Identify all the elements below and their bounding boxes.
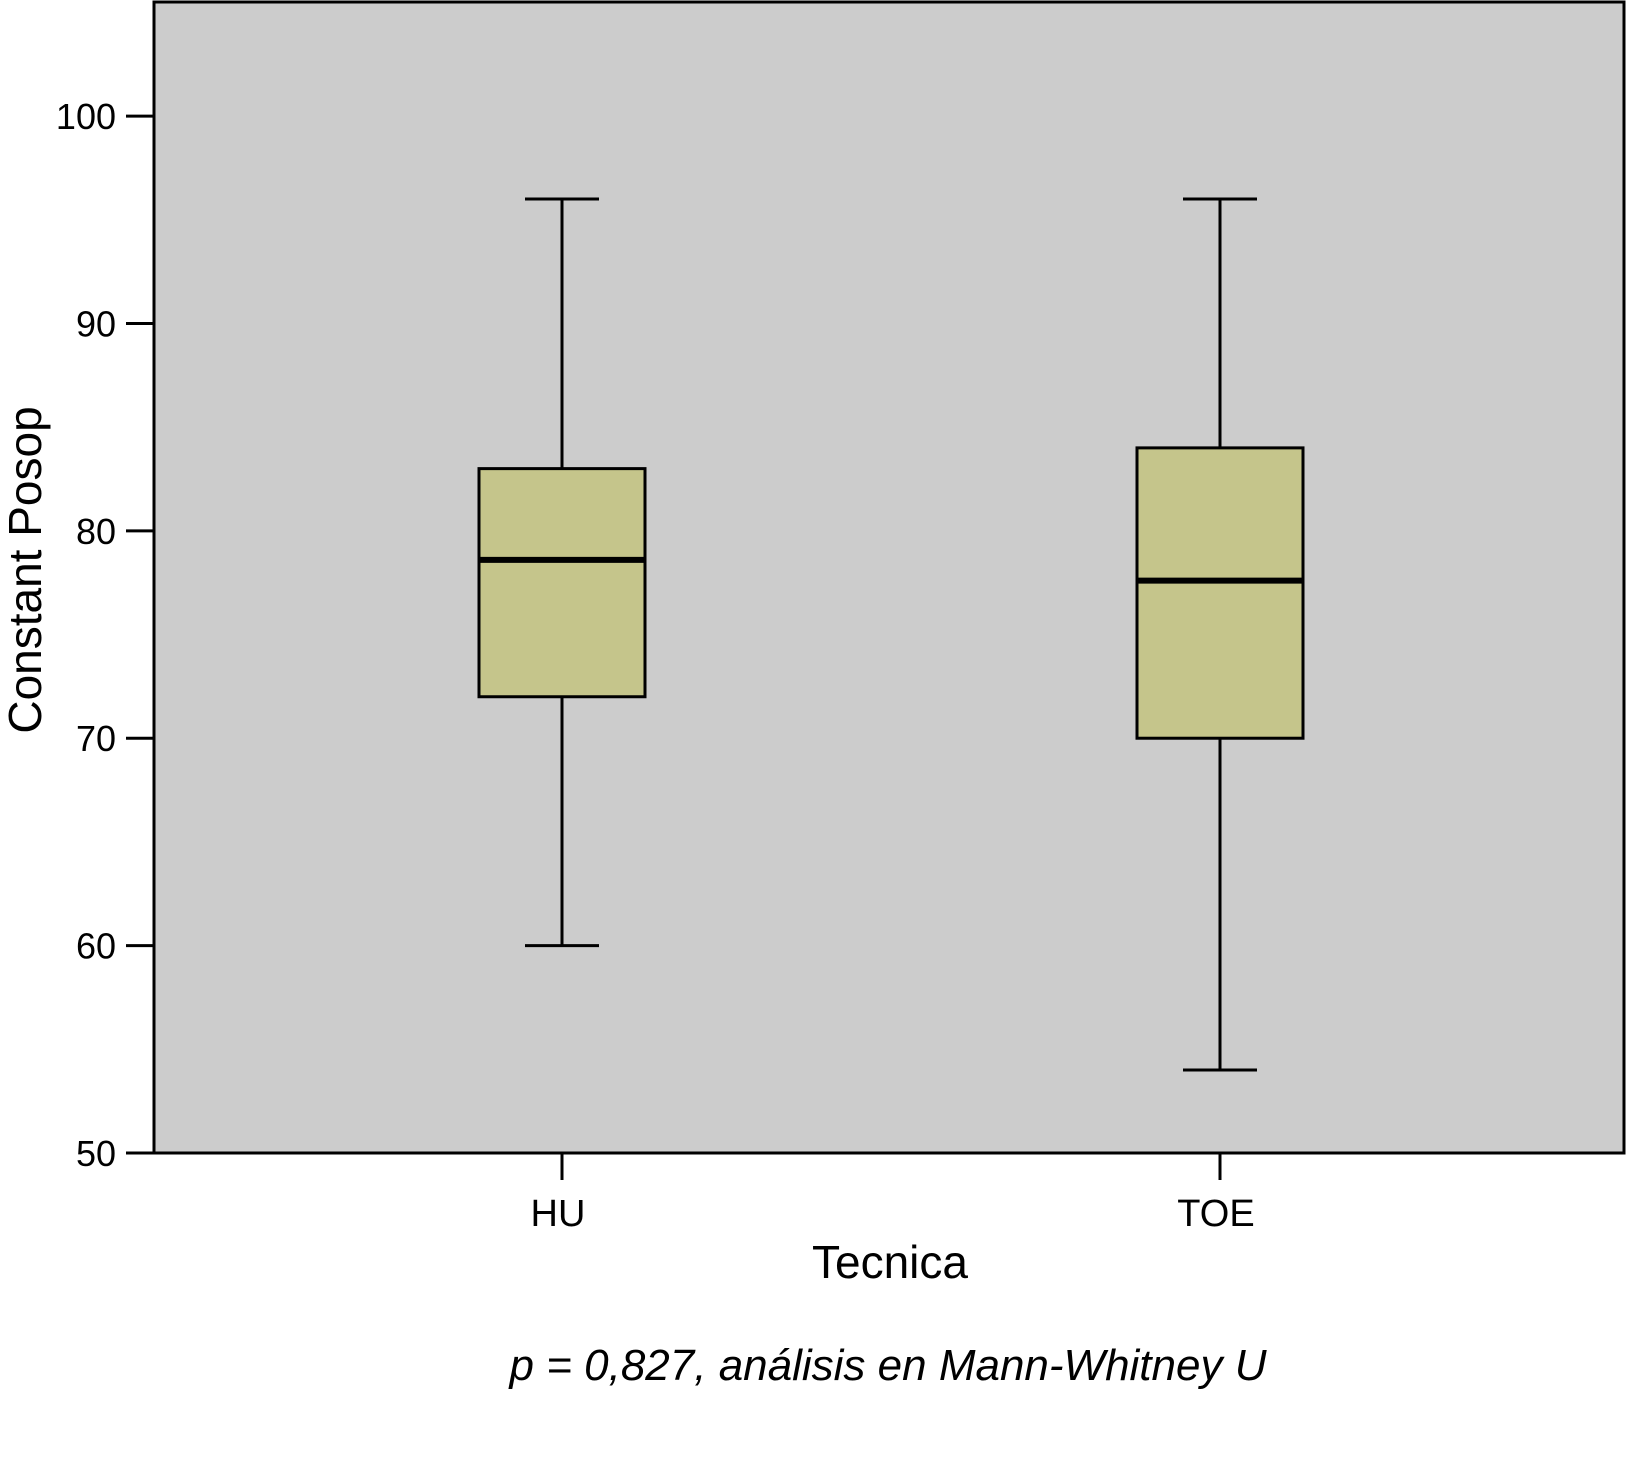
- x-tick-label: HU: [531, 1193, 586, 1235]
- box-toe: [1135, 197, 1305, 1072]
- y-tick-label: 50: [76, 1133, 116, 1174]
- y-axis-title: Constant Posop: [0, 406, 51, 733]
- y-axis: 50 60 70 80 90 100: [56, 96, 154, 1174]
- y-tick-label: 70: [76, 718, 116, 759]
- iqr-box: [1135, 446, 1305, 740]
- x-tick-label: TOE: [1177, 1193, 1254, 1235]
- x-axis-title: Tecnica: [812, 1236, 968, 1288]
- plot-area: [152, 0, 1626, 1155]
- y-tick-label: 90: [76, 303, 116, 344]
- y-tick-label: 80: [76, 511, 116, 552]
- y-tick-label: 60: [76, 926, 116, 967]
- boxes-group: [477, 197, 1305, 1072]
- iqr-box: [477, 467, 647, 699]
- statistical-annotation: p = 0,827, análisis en Mann-Whitney U: [508, 1341, 1267, 1390]
- y-tick-label: 100: [56, 96, 116, 137]
- box-hu: [477, 197, 647, 948]
- x-axis: HU TOE: [531, 1153, 1255, 1235]
